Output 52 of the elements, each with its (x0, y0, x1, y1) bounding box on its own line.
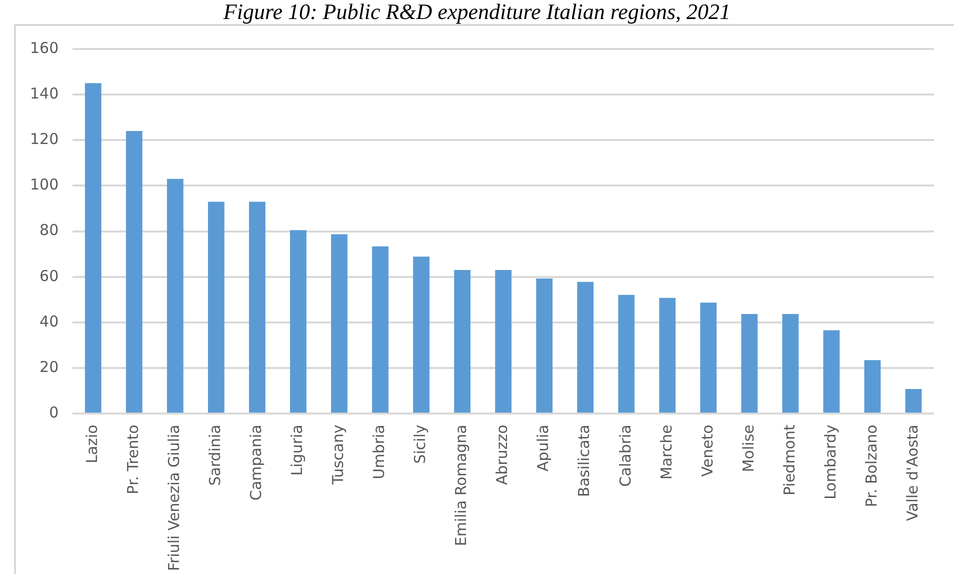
x-tick-label: Veneto (698, 424, 716, 477)
bar (536, 278, 553, 413)
bar (618, 294, 635, 413)
bar (84, 83, 102, 413)
chart-title: Figure 10: Public R&D expenditure Italian regions, 2021 (222, 0, 732, 26)
x-tick-label: Sicily (411, 424, 430, 464)
bar (577, 282, 594, 413)
bar (905, 389, 922, 413)
y-tick-label: 100 (30, 176, 59, 194)
y-tick-label: 60 (40, 266, 59, 285)
y-tick-label: 120 (30, 130, 59, 148)
y-tick-label: 160 (30, 38, 59, 57)
x-tick-label: Tuscany (329, 424, 348, 486)
x-tick-label: Pr. Trento (124, 424, 142, 494)
bar (495, 270, 512, 413)
x-tick-label: Liguria (288, 424, 306, 476)
bar (290, 230, 306, 413)
x-tick-label: Piedmont (780, 424, 798, 496)
x-tick-label: Lombardy (821, 424, 840, 500)
x-tick-label: Pr. Bolzano (862, 424, 880, 508)
x-tick-label: Marche (657, 424, 676, 480)
x-tick-label: Sardinia (206, 424, 224, 486)
x-tick-label: Calabria (616, 424, 634, 487)
bar (372, 246, 388, 413)
y-tick-label: 140 (30, 84, 59, 102)
y-tick-label: 0 (49, 404, 59, 422)
bar (208, 202, 224, 413)
bar (126, 131, 142, 413)
bar (823, 330, 840, 413)
bar (864, 360, 881, 413)
x-tick-label: Friuli Venezia Giulia (165, 424, 184, 572)
x-tick-label: Valle d'Aosta (903, 424, 922, 521)
x-tick-label: Campania (247, 424, 266, 500)
y-tick-label: 20 (40, 358, 59, 376)
bar (413, 256, 430, 413)
x-tick-label: Apulia (534, 424, 552, 472)
x-tick-label: Abruzzo (493, 424, 512, 486)
bar (659, 298, 676, 413)
bar (166, 178, 184, 413)
x-tick-label: Lazio (83, 424, 102, 464)
bar (331, 234, 348, 413)
y-tick-label: 40 (40, 312, 59, 330)
x-tick-label: Emilia Romagna (452, 424, 470, 546)
bar (700, 302, 717, 413)
x-tick-label: Molise (739, 424, 758, 472)
bar (741, 314, 758, 413)
x-tick-label: Basilicata (575, 424, 594, 497)
bar (454, 270, 470, 413)
bar (782, 314, 799, 413)
x-tick-label: Umbria (370, 424, 388, 480)
bar (249, 202, 266, 413)
y-tick-label: 80 (40, 221, 59, 240)
